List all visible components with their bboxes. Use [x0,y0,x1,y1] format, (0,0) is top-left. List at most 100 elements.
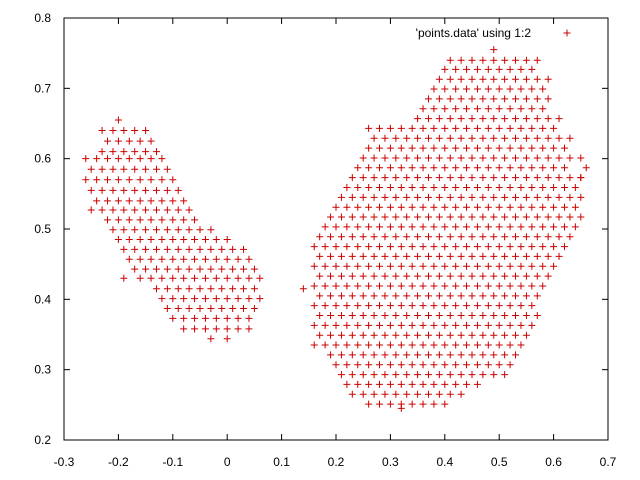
data-point [403,233,411,241]
data-point [354,262,362,270]
data-point [501,331,509,339]
data-point [359,154,367,162]
data-point [501,134,509,142]
data-point [245,274,253,282]
data-point [484,243,492,251]
data-point [533,56,541,64]
data-point [528,262,536,270]
data-point [577,154,585,162]
data-point [163,165,171,173]
data-point [337,252,345,260]
data-point [539,105,547,113]
data-point [343,282,351,290]
data-point [522,56,530,64]
data-point [142,127,150,135]
data-point [424,95,432,103]
data-point [98,206,106,214]
data-point [430,341,438,349]
data-point [424,252,432,260]
data-point [533,312,541,320]
data-point [463,85,471,93]
data-point [180,314,188,322]
data-point [376,243,384,251]
data-point [512,134,520,142]
data-point [435,292,443,300]
data-point [381,390,389,398]
data-point [386,262,394,270]
data-point [441,85,449,93]
data-point [528,164,536,172]
data-point [457,331,465,339]
data-point [566,154,574,162]
data-point [441,243,449,251]
data-point [484,144,492,152]
data-point [517,65,525,73]
data-point [174,265,182,273]
data-point [484,223,492,231]
data-point [359,174,367,182]
data-point [359,193,367,201]
data-point [310,341,318,349]
data-point [522,134,530,142]
data-point [452,164,460,172]
data-point [419,380,427,388]
data-point [87,206,95,214]
data-point [392,154,400,162]
data-point [468,351,476,359]
data-point [490,115,498,123]
data-point [359,252,367,260]
data-point [473,380,481,388]
data-point [381,252,389,260]
data-point [452,65,460,73]
data-point [403,193,411,201]
data-point [163,285,171,293]
data-point [370,233,378,241]
data-point [484,203,492,211]
data-point [310,302,318,310]
data-point [327,233,335,241]
data-point [468,95,476,103]
data-point [152,226,160,234]
data-point [528,85,536,93]
data-point [419,203,427,211]
data-point [376,184,384,192]
data-point [544,272,552,280]
data-point [550,243,558,251]
data-point [544,174,552,182]
data-point [468,115,476,123]
data-point [185,206,193,214]
data-point [234,314,242,322]
data-point [522,331,530,339]
data-point [441,262,449,270]
data-point [196,226,204,234]
data-point [310,262,318,270]
data-point [495,223,503,231]
data-point [550,223,558,231]
data-point [174,206,182,214]
data-point [376,164,384,172]
data-point [348,174,356,182]
data-point [376,302,384,310]
data-point [354,380,362,388]
data-point [152,285,160,293]
data-point [354,321,362,329]
data-point [359,371,367,379]
data-point [473,184,481,192]
data-point [424,115,432,123]
data-point [386,341,394,349]
data-point [370,174,378,182]
data-point [479,213,487,221]
data-point [424,351,432,359]
data-point [408,262,416,270]
data-point [424,371,432,379]
data-point [517,282,525,290]
data-point [457,213,465,221]
data-point [414,115,422,123]
data-point [392,134,400,142]
data-point [457,371,465,379]
data-point [191,314,199,322]
data-point [207,304,215,312]
data-point [490,75,498,83]
data-point [582,164,590,172]
data-point [495,164,503,172]
